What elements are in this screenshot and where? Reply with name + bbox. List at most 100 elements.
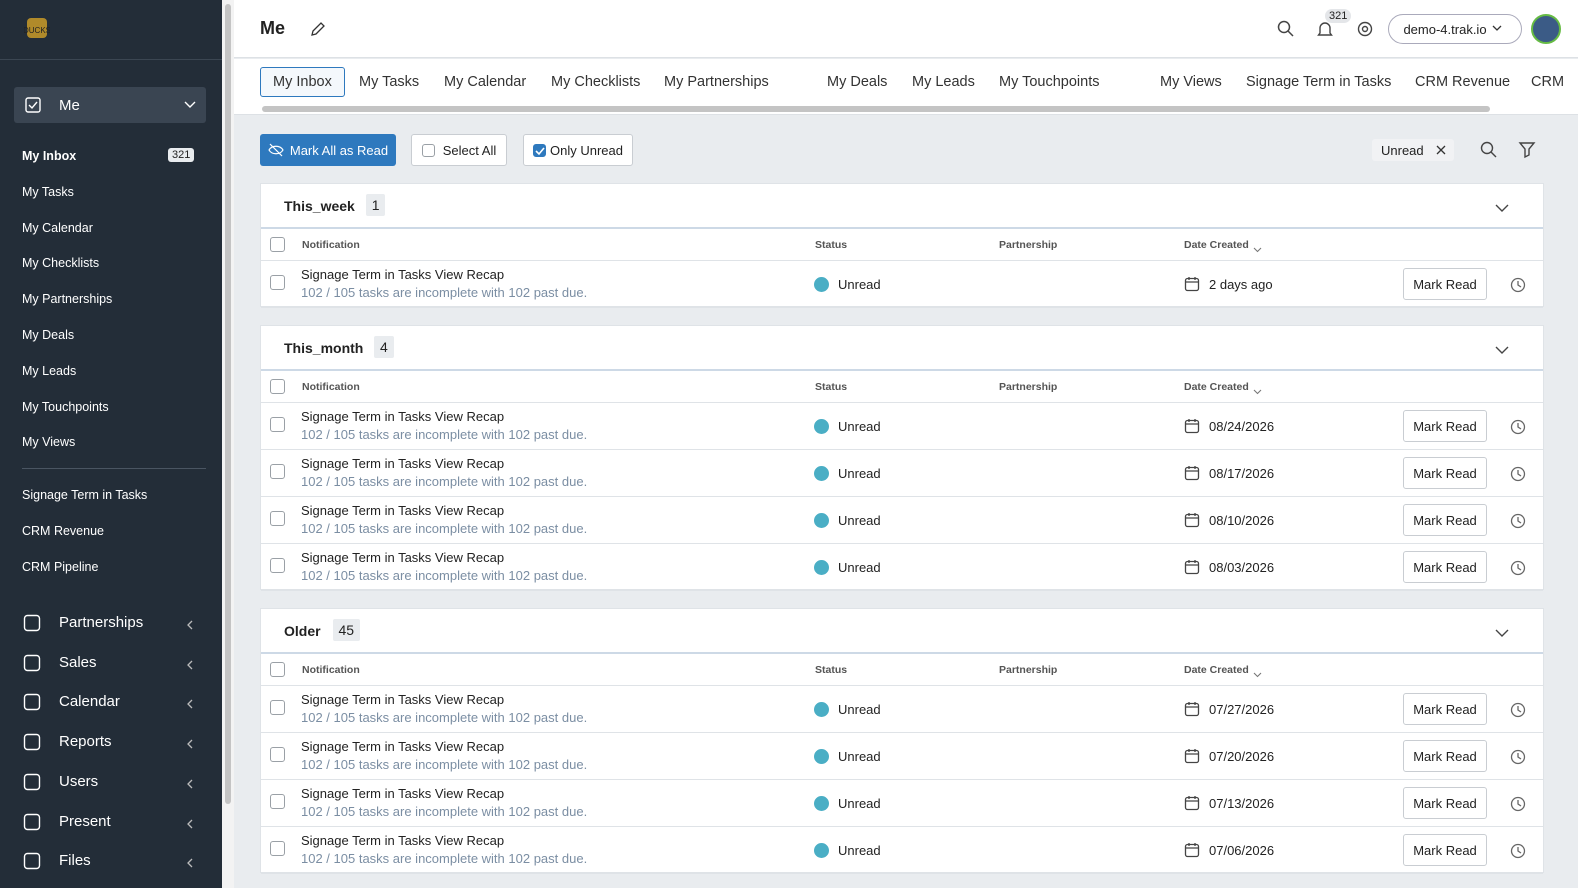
nav-badge: 321: [168, 148, 195, 162]
section-icon: [23, 733, 41, 754]
section-item[interactable]: Users: [59, 772, 99, 790]
column-label: Status: [815, 381, 848, 393]
notification-detail: 102 / 105 tasks are incomplete with 102 …: [301, 568, 588, 583]
group-card: This_month 4 Notification Status Partnership…: [260, 325, 1544, 591]
nav-item[interactable]: My Partnerships: [22, 292, 113, 307]
tab[interactable]: My Tasks: [359, 74, 420, 90]
column-label: Partnership: [999, 381, 1058, 393]
tab[interactable]: My Partnerships: [664, 74, 769, 90]
checkbox[interactable]: [270, 700, 285, 715]
nav-item[interactable]: My Checklists: [22, 256, 100, 271]
mark-read-button[interactable]: Mark Read: [1403, 504, 1487, 536]
filter-icon[interactable]: [1518, 141, 1536, 159]
mark-read-button[interactable]: Mark Read: [1403, 551, 1487, 583]
search-icon[interactable]: [1480, 141, 1498, 159]
snooze-icon: [1510, 513, 1526, 532]
mark-read-button[interactable]: Mark Read: [1403, 740, 1487, 772]
date-text: 07/27/2026: [1209, 702, 1275, 717]
section-icon: [23, 693, 41, 714]
checkbox[interactable]: [270, 747, 285, 762]
mark-all-read-button[interactable]: Mark All as Read: [260, 134, 396, 166]
tab[interactable]: My Views: [1160, 74, 1222, 90]
tab[interactable]: Signage Term in Tasks: [1246, 74, 1392, 90]
mark-read-button[interactable]: Mark Read: [1403, 693, 1487, 725]
checkbox[interactable]: [270, 794, 285, 809]
nav-item[interactable]: My Deals: [22, 328, 75, 342]
notification-title: Signage Term in Tasks View Recap: [301, 503, 505, 518]
nav-item[interactable]: My Inbox: [22, 149, 77, 163]
section-item[interactable]: Present: [59, 812, 111, 830]
select-all-button[interactable]: Select All: [411, 134, 507, 166]
snooze-icon: [1510, 796, 1526, 815]
mark-read-button[interactable]: Mark Read: [1403, 787, 1487, 819]
status-text: Unread: [838, 277, 881, 292]
column-label: Status: [815, 239, 848, 251]
workspace-name: demo-4.trak.io: [1403, 21, 1487, 37]
support-icon[interactable]: [1356, 20, 1374, 38]
section-item[interactable]: Calendar: [59, 693, 120, 711]
button-label: Mark All as Read: [289, 142, 389, 158]
notification-title: Signage Term in Tasks View Recap: [301, 692, 505, 707]
avatar[interactable]: [1531, 14, 1561, 44]
tab[interactable]: My Leads: [912, 74, 975, 90]
tab[interactable]: CRM Revenue: [1415, 74, 1511, 90]
calendar-icon: [1184, 748, 1200, 767]
workspace-selector[interactable]: Me: [14, 87, 206, 123]
only-unread-toggle[interactable]: Only Unread: [523, 134, 633, 166]
tab[interactable]: My Touchpoints: [999, 74, 1100, 90]
checkbox[interactable]: [270, 275, 285, 290]
mark-read-button[interactable]: Mark Read: [1403, 834, 1487, 866]
column-label: Date Created: [1184, 664, 1249, 676]
nav-item[interactable]: My Touchpoints: [22, 399, 109, 414]
button-label: Select All: [442, 142, 497, 158]
view-item[interactable]: Signage Term in Tasks: [22, 488, 148, 502]
date-text: 08/17/2026: [1209, 466, 1275, 481]
snooze-icon: [1510, 702, 1526, 721]
tab[interactable]: My Deals: [827, 74, 888, 90]
notification-title: Signage Term in Tasks View Recap: [301, 739, 505, 754]
checkbox[interactable]: [270, 511, 285, 526]
mark-read-button[interactable]: Mark Read: [1403, 457, 1487, 489]
tab[interactable]: My Calendar: [444, 74, 527, 90]
collapse-icon: [1495, 626, 1509, 641]
chevron: [186, 618, 194, 633]
group-count: 1: [365, 194, 386, 216]
status-text: Unread: [838, 513, 881, 528]
section-item[interactable]: Sales: [59, 653, 97, 671]
chevron: [186, 697, 194, 712]
section-item[interactable]: Reports: [59, 733, 112, 751]
group-card: This_week 1 Notification Status Partnership D…: [260, 183, 1544, 308]
nav-item[interactable]: My Tasks: [22, 184, 74, 199]
group-count: 45: [332, 619, 361, 641]
nav-item[interactable]: My Calendar: [22, 220, 93, 235]
sort-icon: [1253, 666, 1262, 681]
filter-chip[interactable]: Unread: [1372, 139, 1454, 161]
view-item[interactable]: CRM Revenue: [22, 523, 104, 538]
calendar-icon: [1184, 842, 1200, 861]
tab[interactable]: My Checklists: [551, 74, 641, 90]
search-icon[interactable]: [1277, 20, 1295, 38]
tab[interactable]: CRM: [1531, 74, 1565, 90]
mark-read-button[interactable]: Mark Read: [1403, 268, 1487, 300]
status-dot: [814, 843, 829, 858]
section-item[interactable]: Partnerships: [59, 614, 144, 631]
column-label: Date Created: [1184, 381, 1249, 393]
snooze-icon: [1510, 466, 1526, 485]
status-text: Unread: [838, 702, 881, 717]
workspace-dropdown[interactable]: demo-4.trak.io: [1388, 14, 1522, 44]
nav-item[interactable]: My Views: [22, 435, 76, 450]
edit-icon[interactable]: [310, 21, 326, 37]
checkbox[interactable]: [270, 464, 285, 479]
view-item[interactable]: CRM Pipeline: [22, 559, 99, 574]
checkbox[interactable]: [270, 558, 285, 573]
mark-read-button[interactable]: Mark Read: [1403, 410, 1487, 442]
tab[interactable]: My Inbox: [260, 67, 345, 97]
checkbox[interactable]: [270, 841, 285, 856]
nav-item[interactable]: My Leads: [22, 363, 77, 378]
section-item[interactable]: Files: [59, 852, 91, 870]
checkbox: [270, 237, 285, 252]
chevron: [186, 817, 194, 832]
checkbox[interactable]: [270, 417, 285, 432]
status-dot: [814, 796, 829, 811]
bell-icon[interactable]: [1316, 20, 1334, 38]
